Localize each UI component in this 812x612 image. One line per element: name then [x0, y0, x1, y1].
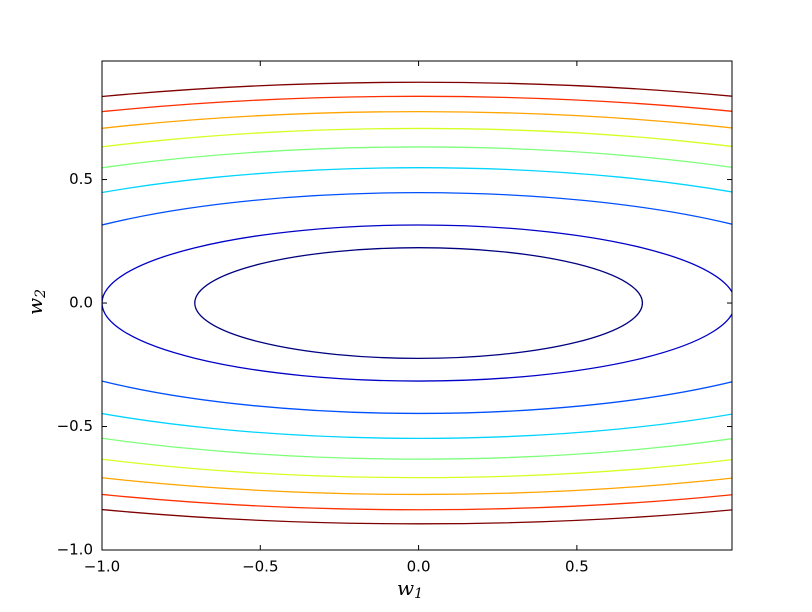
contour-line — [102, 95, 732, 511]
contour-line — [102, 192, 732, 415]
y-tick-label: −1.0 — [57, 541, 93, 559]
y-axis-label-sub: 2 — [33, 289, 49, 299]
contour-line — [102, 127, 732, 479]
y-axis-label: w2 — [23, 289, 50, 315]
x-axis-label-sub: 1 — [414, 586, 423, 602]
y-tick-label: 0.0 — [69, 294, 93, 312]
contour-group — [102, 81, 732, 525]
y-axis-label-base: w — [23, 298, 47, 315]
x-axis-label-base: w — [397, 576, 414, 600]
contour-line — [102, 167, 732, 439]
x-tick-label: 0.0 — [407, 558, 431, 576]
contour-line — [102, 224, 732, 382]
x-axis-label: w1 — [397, 576, 423, 603]
axes-frame — [101, 60, 733, 551]
contour-line — [102, 81, 732, 525]
y-tick-label: 0.5 — [69, 170, 93, 188]
y-tick-label: −0.5 — [57, 417, 93, 435]
x-tick-label: −1.0 — [84, 558, 120, 576]
x-tick-label: 0.5 — [565, 558, 589, 576]
contour-line — [102, 111, 732, 496]
contour-line — [194, 247, 644, 360]
contour-line — [102, 146, 732, 460]
x-tick-label: −0.5 — [242, 558, 278, 576]
